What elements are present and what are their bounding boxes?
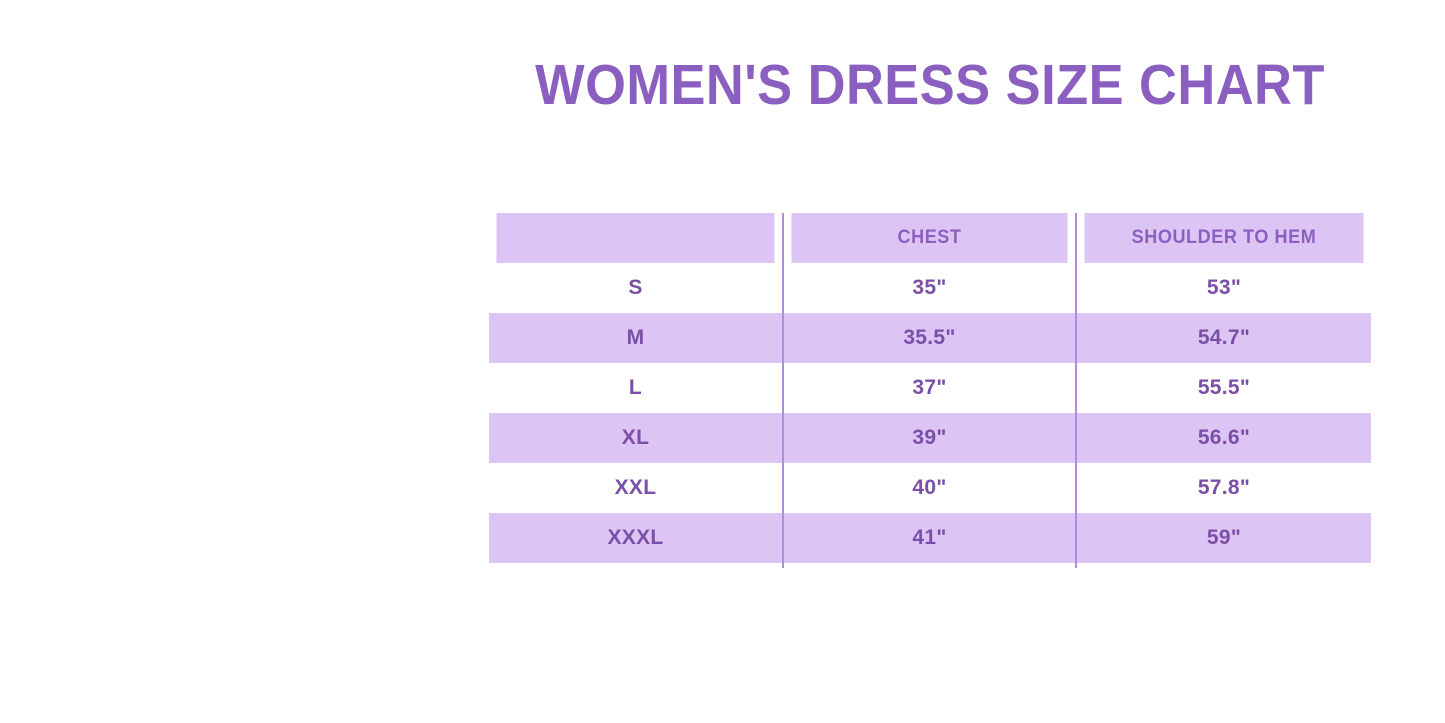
page-title: WOMEN'S DRESS SIZE CHART: [535, 53, 1325, 117]
table-row: M 35.5" 54.7": [489, 313, 1371, 363]
cell-shoulder-to-hem: 55.5": [1075, 363, 1371, 413]
cell-chest: 37": [782, 363, 1076, 413]
cell-size: XXXL: [489, 513, 783, 563]
cell-size: L: [489, 363, 783, 413]
table-row: L 37" 55.5": [489, 363, 1371, 413]
column-header-shoulder-to-hem: SHOULDER TO HEM: [1082, 213, 1364, 263]
cell-chest: 35.5": [782, 313, 1076, 363]
cell-shoulder-to-hem: 56.6": [1075, 413, 1371, 463]
table-header-row: CHEST SHOULDER TO HEM: [489, 213, 1371, 263]
column-header-size: [496, 213, 776, 263]
table-row: XXL 40" 57.8": [489, 463, 1371, 513]
cell-size: S: [489, 263, 783, 313]
cell-shoulder-to-hem: 57.8": [1075, 463, 1371, 513]
cell-chest: 35": [782, 263, 1076, 313]
column-header-chest: CHEST: [789, 213, 1069, 263]
cell-size: XL: [489, 413, 783, 463]
cell-shoulder-to-hem: 53": [1075, 263, 1371, 313]
table-row: XL 39" 56.6": [489, 413, 1371, 463]
table-header: CHEST SHOULDER TO HEM: [489, 213, 1371, 263]
cell-size: M: [489, 313, 783, 363]
cell-shoulder-to-hem: 59": [1075, 513, 1371, 563]
cell-size: XXL: [489, 463, 783, 513]
table-body: S 35" 53" M 35.5" 54.7" L 37" 55.5" XL 3…: [489, 263, 1371, 563]
table-row: XXXL 41" 59": [489, 513, 1371, 563]
cell-shoulder-to-hem: 54.7": [1075, 313, 1371, 363]
cell-chest: 39": [782, 413, 1076, 463]
size-chart-table-container: CHEST SHOULDER TO HEM S 35" 53" M 35.5" …: [489, 213, 1371, 568]
cell-chest: 41": [782, 513, 1076, 563]
cell-chest: 40": [782, 463, 1076, 513]
table-row: S 35" 53": [489, 263, 1371, 313]
size-chart-table: CHEST SHOULDER TO HEM S 35" 53" M 35.5" …: [489, 213, 1371, 563]
